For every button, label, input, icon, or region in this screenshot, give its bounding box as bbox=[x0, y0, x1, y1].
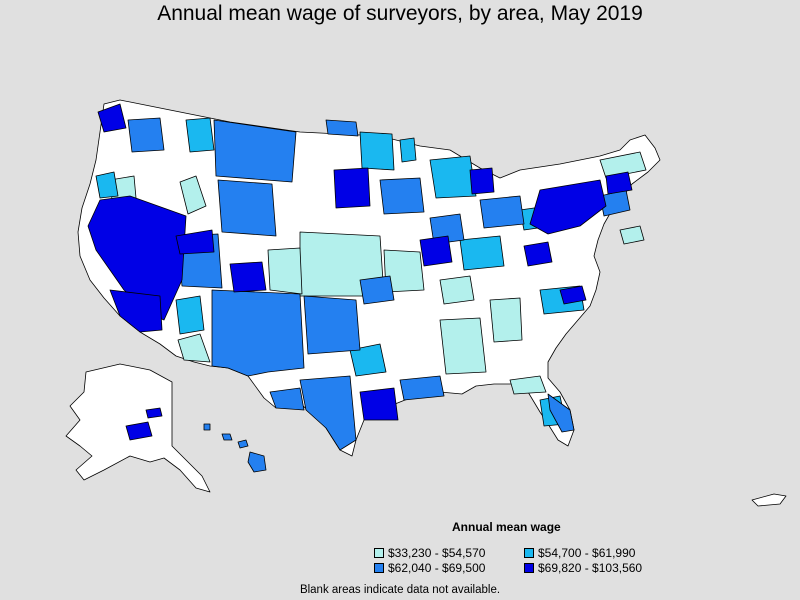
legend-label-band-2: $54,700 - $61,990 bbox=[538, 546, 636, 560]
legend-label-band-1: $33,230 - $54,570 bbox=[388, 546, 486, 560]
legend-swatch-band-3 bbox=[374, 563, 384, 573]
alaska-region-blue bbox=[125, 421, 153, 441]
legend-item-band-1: $33,230 - $54,570 bbox=[374, 546, 485, 560]
band-1-regions bbox=[109, 151, 647, 395]
legend-item-band-3: $62,040 - $69,500 bbox=[374, 561, 485, 575]
band-2-regions bbox=[95, 117, 585, 427]
legend-title: Annual mean wage bbox=[452, 520, 561, 534]
legend-item-band-2: $54,700 - $61,990 bbox=[524, 546, 635, 560]
band-3-regions bbox=[127, 117, 631, 451]
puerto-rico bbox=[751, 493, 787, 507]
legend-item-band-4: $69,820 - $103,560 bbox=[524, 561, 642, 575]
legend-label-band-4: $69,820 - $103,560 bbox=[538, 561, 643, 575]
map-title: Annual mean wage of surveyors, by area, … bbox=[157, 2, 643, 25]
legend-swatch-band-4 bbox=[524, 563, 534, 573]
blank-areas-note: Blank areas indicate data not available. bbox=[299, 584, 501, 596]
alaska-region-blue-2 bbox=[145, 407, 163, 419]
legend-label-band-3: $62,040 - $69,500 bbox=[388, 561, 486, 575]
legend-swatch-band-2 bbox=[524, 548, 534, 558]
hawaii bbox=[203, 423, 267, 473]
legend-swatch-band-1 bbox=[374, 548, 384, 558]
band-4-regions bbox=[87, 103, 633, 421]
